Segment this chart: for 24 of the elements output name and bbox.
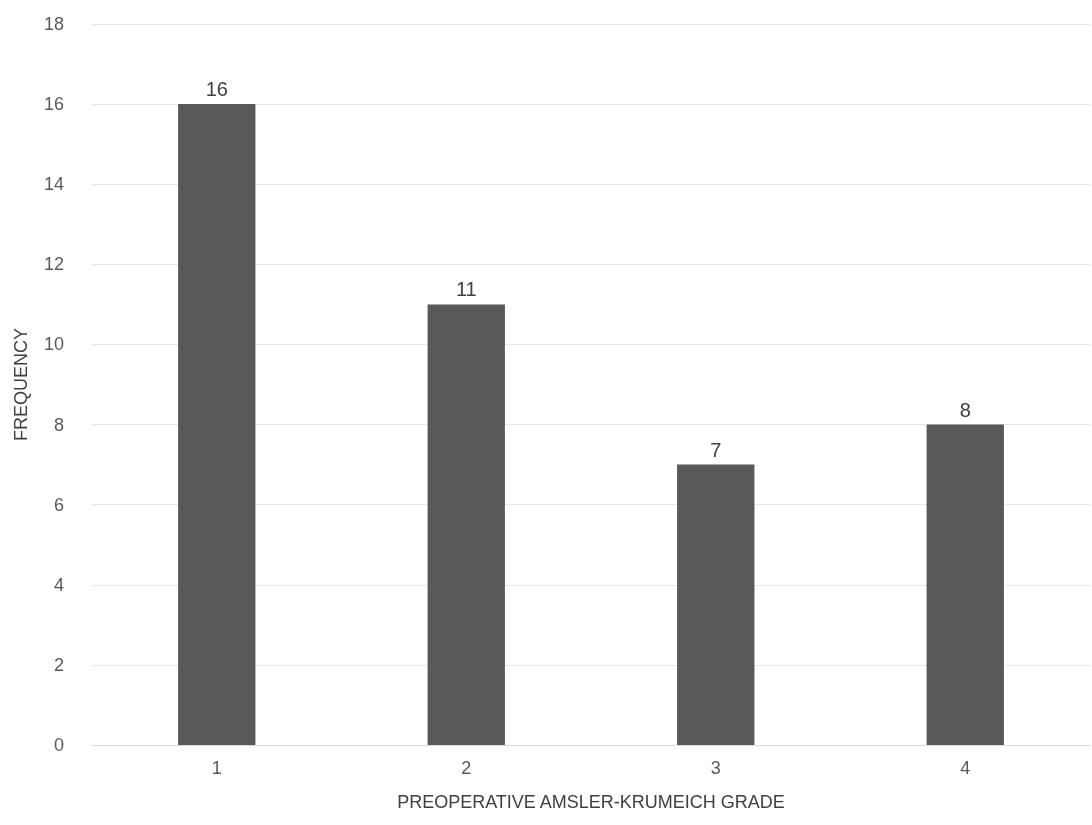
x-axis-title: PREOPERATIVE AMSLER-KRUMEICH GRADE [397,792,785,812]
y-tick-label: 10 [43,334,64,355]
x-tick-label: 2 [461,758,472,778]
x-tick-label: 1 [211,758,222,778]
y-tick-label: 8 [53,414,64,435]
data-label: 7 [710,438,722,461]
y-tick-label: 2 [53,654,64,675]
data-label: 16 [205,78,228,101]
y-tick-label: 0 [53,735,64,755]
data-label: 11 [455,278,477,301]
y-tick-label: 4 [53,574,64,595]
x-tick-label: 4 [960,758,971,778]
y-tick-label: 18 [43,14,64,34]
data-label: 8 [959,398,971,421]
y-tick-label: 16 [43,94,64,115]
y-tick-label: 6 [53,494,64,515]
y-tick-label: 14 [43,174,64,195]
x-tick-label: 3 [710,758,721,778]
bar [178,104,256,745]
bar [427,304,505,745]
y-tick-label: 12 [43,254,64,275]
y-axis-title: FREQUENCY [11,327,31,442]
bar [926,424,1004,745]
bar [677,464,755,745]
